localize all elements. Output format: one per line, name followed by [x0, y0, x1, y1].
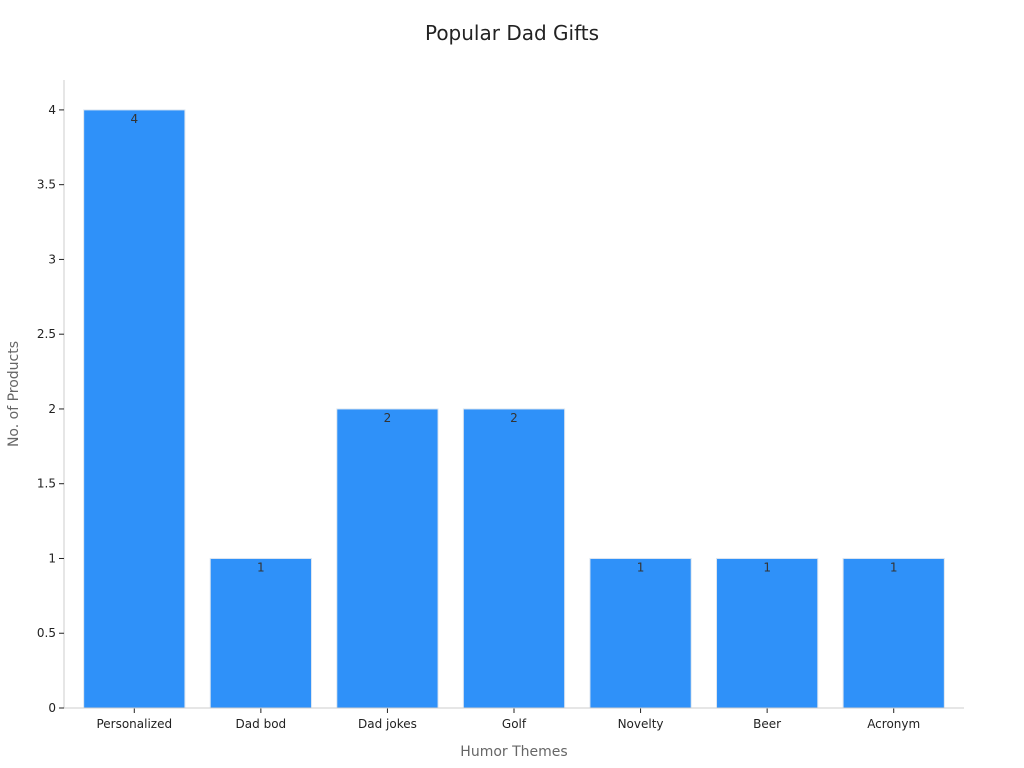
data-label-acronym: 1	[890, 560, 898, 574]
x-tick-label-golf: Golf	[502, 717, 527, 731]
x-tick-label-dad-bod: Dad bod	[236, 717, 287, 731]
data-label-novelty: 1	[637, 560, 645, 574]
y-tick-label: 2	[48, 402, 56, 416]
y-tick-label: 3.5	[37, 178, 56, 192]
chart-title: Popular Dad Gifts	[425, 21, 599, 45]
data-label-dad-jokes: 2	[384, 411, 392, 425]
data-labels-layer: 4 1 2 2 1 1 1	[130, 112, 897, 575]
data-label-golf: 2	[510, 411, 518, 425]
bar-beer	[716, 557, 819, 709]
y-tick-label: 0	[48, 701, 56, 715]
x-tick-label-dad-jokes: Dad jokes	[358, 717, 417, 731]
y-axis-title: No. of Products	[6, 341, 22, 447]
y-tick-label: 1	[48, 551, 56, 565]
bars-layer	[83, 109, 945, 709]
y-tick-label: 3	[48, 252, 56, 266]
data-label-dad-bod: 1	[257, 560, 265, 574]
bar-dad-jokes	[336, 408, 439, 709]
x-tick-label-beer: Beer	[753, 717, 781, 731]
y-tick-label: 0.5	[37, 626, 56, 640]
bar-acronym	[842, 557, 945, 709]
x-axis-title: Humor Themes	[460, 744, 567, 760]
bar-personalized	[83, 109, 186, 709]
y-tick-label: 1.5	[37, 477, 56, 491]
x-tick-label-personalized: Personalized	[96, 717, 172, 731]
axes-layer: Personalized Dad bod Dad jokes Golf Novelty B…	[37, 80, 964, 731]
bar-novelty	[589, 557, 692, 709]
x-tick-label-novelty: Novelty	[618, 717, 664, 731]
y-tick-label: 4	[48, 103, 56, 117]
bar-golf	[462, 408, 566, 709]
y-tick-label: 2.5	[37, 327, 56, 341]
data-label-personalized: 4	[130, 112, 138, 126]
x-tick-label-acronym: Acronym	[867, 717, 920, 731]
data-label-beer: 1	[763, 560, 771, 574]
bar-dad-bod	[209, 557, 312, 709]
